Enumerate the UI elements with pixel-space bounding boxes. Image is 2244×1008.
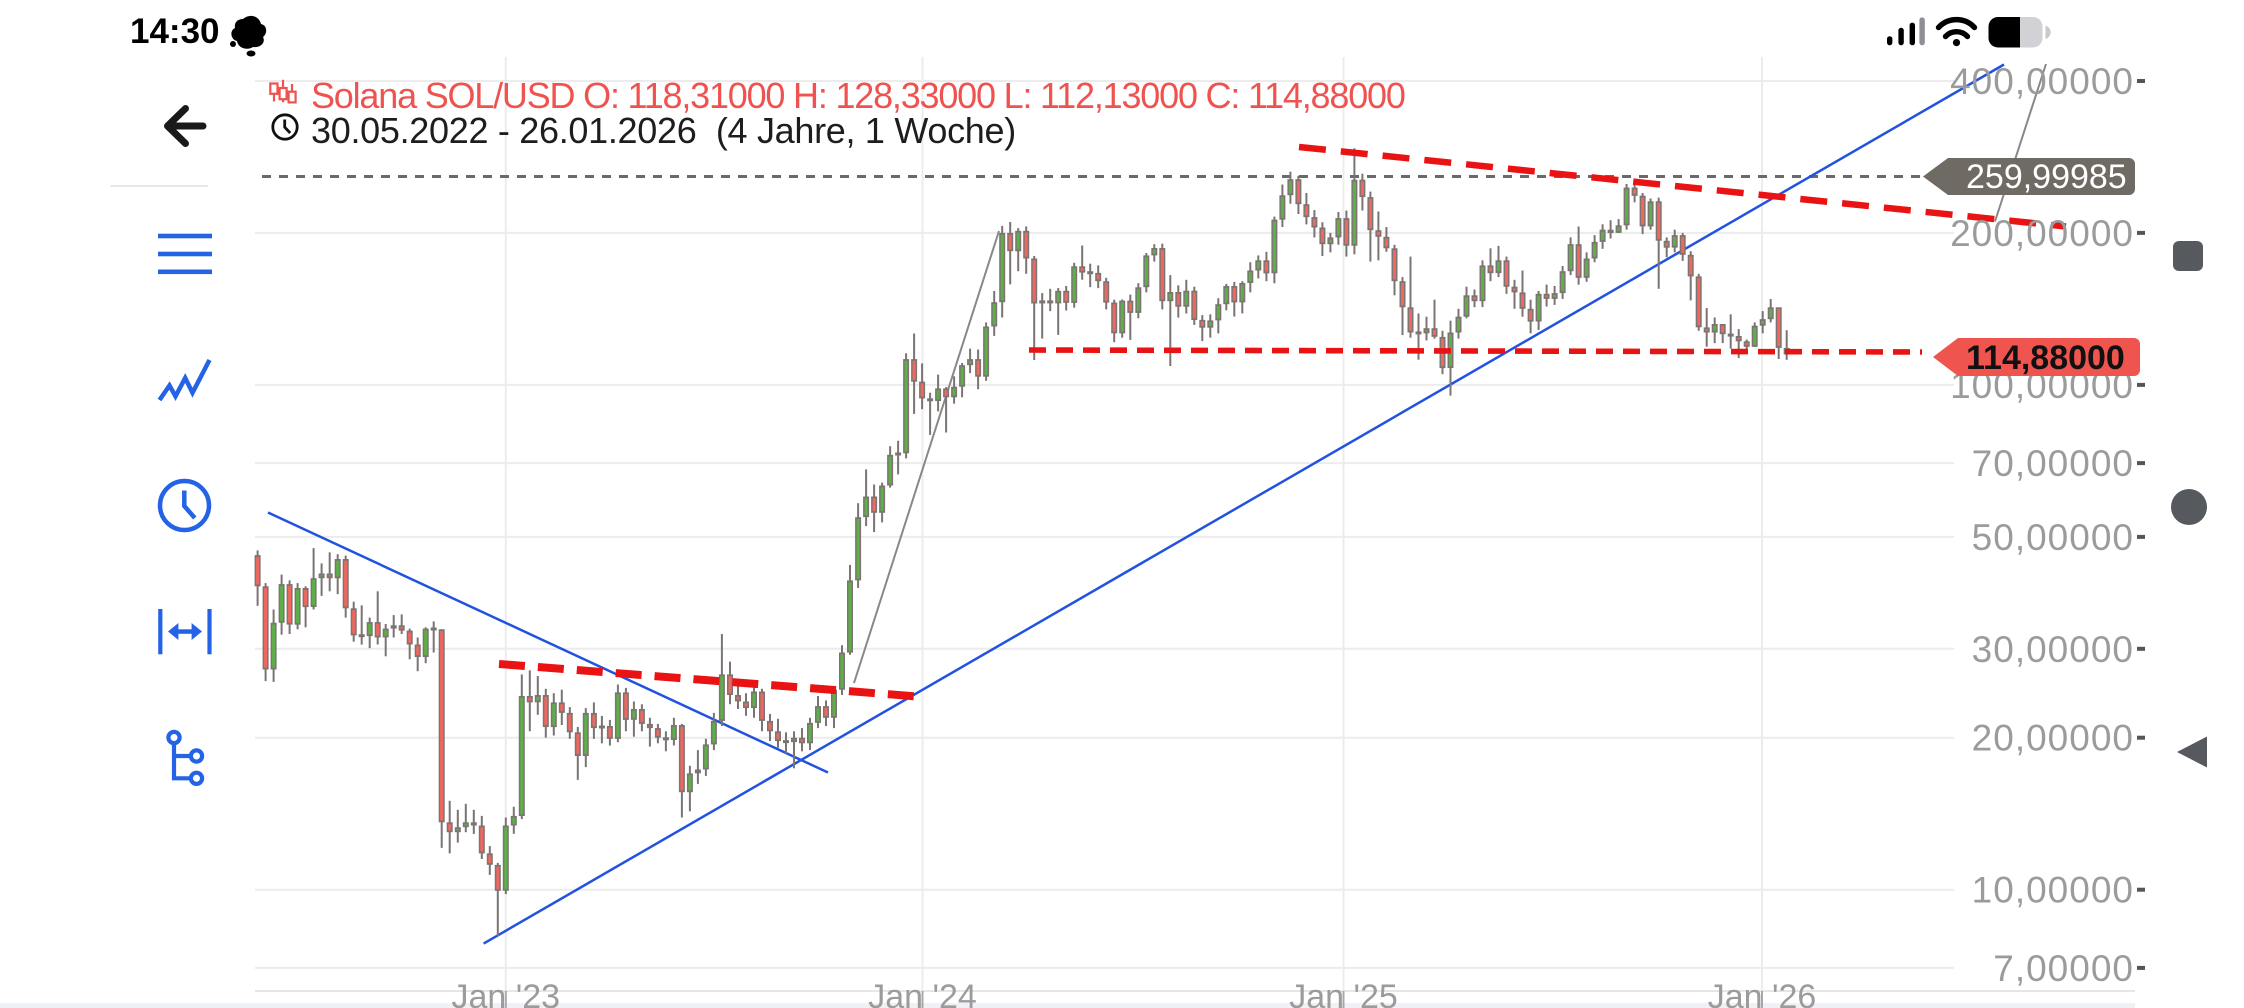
svg-text:Jan '26: Jan '26: [1708, 978, 1817, 1008]
svg-text:Jan '24: Jan '24: [868, 978, 977, 1008]
svg-text:30,00000: 30,00000: [1972, 629, 2134, 670]
svg-text:Solana SOL/USD O: 118,31000 H:: Solana SOL/USD O: 118,31000 H: 128,33000…: [311, 75, 1405, 116]
svg-text:20,00000: 20,00000: [1972, 718, 2134, 759]
svg-text:200,00000: 200,00000: [1950, 213, 2134, 254]
svg-text:50,00000: 50,00000: [1972, 517, 2134, 558]
svg-text:10,00000: 10,00000: [1972, 870, 2134, 911]
svg-text:Jan '23: Jan '23: [452, 978, 561, 1008]
svg-text:400,00000: 400,00000: [1950, 61, 2134, 102]
svg-text:70,00000: 70,00000: [1972, 443, 2134, 484]
svg-text:14:30: 14:30: [130, 12, 220, 51]
svg-text:114,88000: 114,88000: [1966, 339, 2125, 377]
svg-text:30.05.2022 - 26.01.2026 (4 Ja: 30.05.2022 - 26.01.2026 (4 Jahre, 1 Woch…: [311, 110, 1016, 151]
svg-text:7,00000: 7,00000: [1993, 948, 2134, 989]
svg-text:259,99985: 259,99985: [1966, 158, 2127, 196]
svg-text:Jan '25: Jan '25: [1289, 978, 1398, 1008]
